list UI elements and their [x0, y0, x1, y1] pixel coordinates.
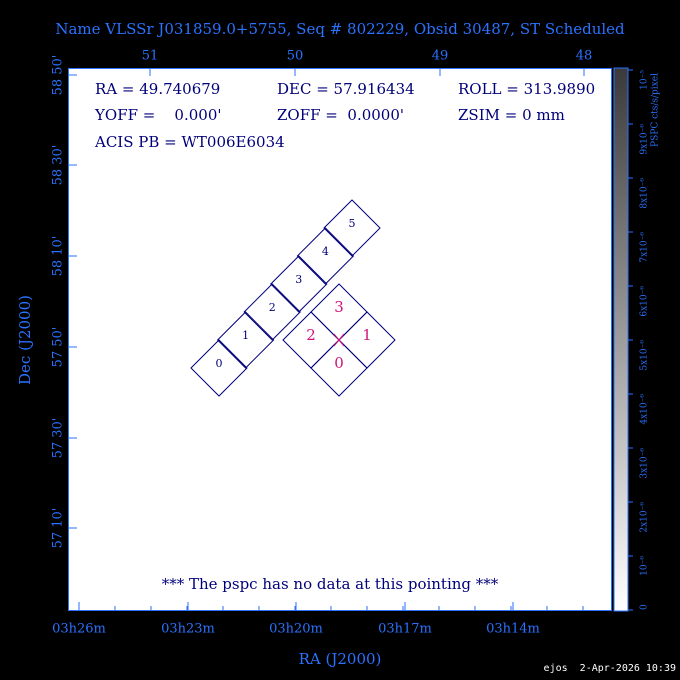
s-chip	[296, 227, 355, 285]
aimpoint	[333, 333, 345, 347]
s-chip	[270, 255, 328, 313]
colorbar-tick-label: 0	[640, 604, 650, 610]
footer: ejos 2-Apr-2026 10:39	[544, 663, 676, 674]
top-tick-label: 50	[287, 49, 304, 64]
info-text: YOFF = 0.000'	[94, 106, 222, 124]
colorbar-tick-label: 10⁻⁶	[640, 556, 650, 576]
y-axis-label: Dec (J2000)	[16, 295, 34, 385]
bottom-tick-label: 03h20m	[269, 622, 323, 637]
left-tick-label: 58 30'	[51, 145, 66, 186]
s-chip-label: 1	[242, 329, 249, 342]
left-tick-label: 58 10'	[51, 236, 66, 277]
i-chip-label: 2	[306, 326, 316, 344]
s-chip-label: 5	[349, 217, 356, 230]
colorbar-label: PSPC cts/s/pixel	[651, 73, 661, 147]
i-chip-label: 1	[362, 326, 372, 344]
top-tick-label: 48	[576, 49, 593, 64]
info-text: ACIS PB = WT006E6034	[94, 133, 285, 151]
left-tick-label: 57 10'	[51, 508, 66, 549]
title: Name VLSSr J031859.0+5755, Seq # 802229,…	[55, 20, 625, 38]
s-chip-label: 2	[269, 301, 276, 314]
chip-outlines	[190, 199, 396, 397]
bottom-tick-label: 03h23m	[161, 622, 215, 637]
colorbar-tick-label: 4x10⁻⁶	[640, 394, 650, 425]
s-chip	[216, 311, 275, 369]
info-text: DEC = 57.916434	[277, 80, 415, 98]
colorbar-tick-label: 5x10⁻⁶	[640, 340, 650, 371]
info-text: ROLL = 313.9890	[458, 80, 595, 98]
colorbar-tick-label: 7x10⁻⁶	[640, 232, 650, 263]
top-tick-label: 49	[432, 49, 449, 64]
bottom-tick-label: 03h17m	[378, 622, 432, 637]
left-tick-label: 57 30'	[51, 418, 66, 459]
s-chip-label: 3	[295, 273, 302, 286]
left-tick-label: 58 50'	[51, 55, 66, 96]
colorbar-tick-label: 6x10⁻⁶	[640, 286, 650, 317]
top-tick-label: 51	[142, 49, 159, 64]
bottom-tick-label: 03h26m	[52, 622, 106, 637]
s-chip	[243, 283, 301, 341]
s-chip-label: 0	[216, 357, 223, 370]
s-chip	[190, 339, 248, 397]
colorbar-tick-label: 9x10⁻⁶	[640, 124, 650, 155]
info-text: ZOFF = 0.0000'	[277, 106, 404, 124]
i-chip	[310, 283, 368, 341]
i-chip-label: 3	[334, 298, 344, 316]
colorbar-tick-label: 2x10⁻⁶	[640, 502, 650, 533]
colorbar	[613, 67, 629, 612]
note: *** The pspc has no data at this pointin…	[162, 575, 499, 593]
i-chip-label: 0	[334, 354, 344, 372]
colorbar-tick-label: 8x10⁻⁶	[640, 178, 650, 209]
left-tick-label: 57 50'	[51, 327, 66, 368]
info-text: RA = 49.740679	[95, 80, 220, 98]
colorbar-tick-label: 10⁻⁵	[640, 70, 650, 90]
s-chip-label: 4	[322, 245, 329, 258]
colorbar-tick-label: 3x10⁻⁶	[640, 448, 650, 479]
x-axis-label: RA (J2000)	[299, 650, 382, 668]
s-chip	[323, 199, 381, 257]
info-text: ZSIM = 0 mm	[458, 106, 565, 124]
bottom-tick-label: 03h14m	[486, 622, 540, 637]
